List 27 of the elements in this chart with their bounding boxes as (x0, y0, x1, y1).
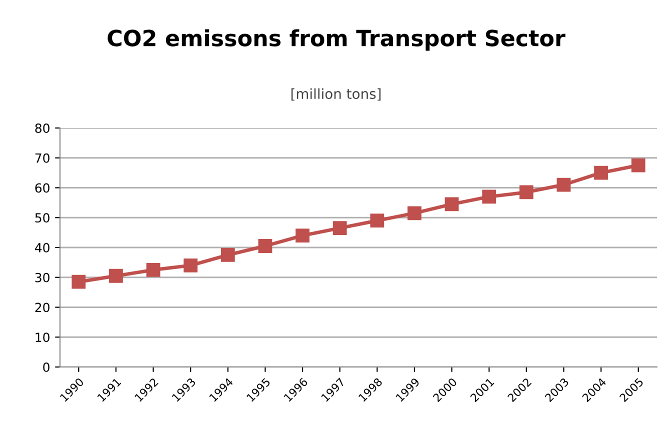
point (556, 178, 571, 192)
point (519, 185, 534, 200)
point (296, 228, 310, 242)
point (258, 239, 272, 253)
y-tick-label: 10 (36, 332, 50, 342)
y-tick-label: 70 (35, 153, 50, 163)
y-tick-label: 40 (34, 242, 50, 252)
y-tick-label: 20 (35, 302, 50, 312)
point (220, 248, 235, 262)
chart-subtitle: [million tons] (291, 88, 381, 101)
point (332, 221, 347, 236)
y-tick-label: 80 (35, 123, 50, 133)
point (408, 206, 422, 220)
point (594, 166, 608, 180)
point (631, 158, 646, 172)
y-tick-label: 0 (43, 362, 50, 372)
point (146, 262, 160, 277)
chart-title: CO2 emissons from Transport Sector (108, 29, 566, 51)
y-tick-label: 60 (35, 183, 50, 193)
point (444, 197, 459, 212)
point (370, 214, 384, 228)
point (184, 258, 198, 272)
point (72, 274, 86, 289)
point (109, 268, 123, 283)
y-tick-label: 50 (35, 213, 50, 223)
y-tick-label: 30 (35, 272, 50, 282)
point (482, 190, 496, 204)
